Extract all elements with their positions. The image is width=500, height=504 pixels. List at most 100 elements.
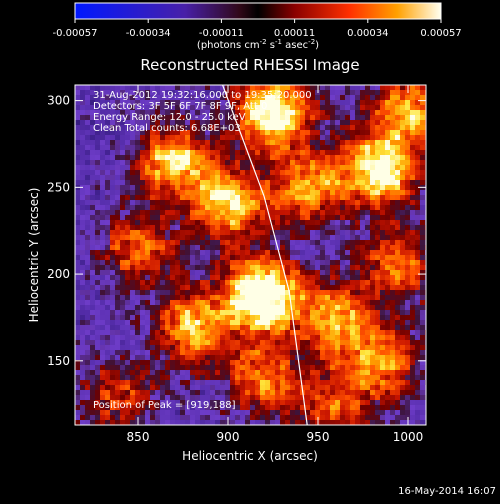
heatmap-cell [245,270,250,275]
heatmap-cell [105,95,110,100]
heatmap-cell [355,370,360,375]
heatmap-cell [80,345,85,350]
heatmap-cell [175,170,180,175]
heatmap-cell [310,165,315,170]
heatmap-cell [90,200,95,205]
heatmap-cell [325,90,330,95]
heatmap-cell [325,375,330,380]
heatmap-cell [205,260,210,265]
heatmap-cell [80,175,85,180]
heatmap-cell [335,200,340,205]
heatmap-cell [415,405,420,410]
heatmap-cell [95,295,100,300]
heatmap-cell [335,90,340,95]
heatmap-cell [400,365,405,370]
heatmap-cell [305,90,310,95]
heatmap-cell [325,185,330,190]
heatmap-cell [95,350,100,355]
heatmap-cell [135,180,140,185]
heatmap-cell [120,150,125,155]
heatmap-cell [405,240,410,245]
heatmap-cell [360,310,365,315]
heatmap-cell [320,155,325,160]
heatmap-cell [325,100,330,105]
heatmap-cell [370,300,375,305]
heatmap-cell [95,400,100,405]
heatmap-cell [175,95,180,100]
heatmap-cell [195,105,200,110]
heatmap-cell [220,105,225,110]
heatmap-cell [190,260,195,265]
heatmap-cell [260,100,265,105]
heatmap-cell [330,270,335,275]
heatmap-cell [120,395,125,400]
heatmap-cell [375,410,380,415]
heatmap-cell [160,155,165,160]
heatmap-cell [170,190,175,195]
heatmap-cell [220,115,225,120]
heatmap-cell [280,415,285,420]
heatmap-cell [145,405,150,410]
heatmap-cell [210,215,215,220]
heatmap-cell [405,320,410,325]
heatmap-cell [385,380,390,385]
heatmap-cell [375,235,380,240]
heatmap-cell [190,280,195,285]
heatmap-cell [310,395,315,400]
heatmap-cell [145,380,150,385]
heatmap-cell [225,380,230,385]
colorbar-tick-label: 0.00034 [347,28,388,39]
heatmap-cell [340,115,345,120]
heatmap-cell [75,410,80,415]
heatmap-cell [120,295,125,300]
heatmap-cell [335,405,340,410]
heatmap-cell [75,105,80,110]
heatmap-cell [375,160,380,165]
heatmap-cell [265,115,270,120]
heatmap-cell [230,220,235,225]
heatmap-cell [265,395,270,400]
heatmap-cell [345,250,350,255]
heatmap-cell [320,370,325,375]
heatmap-cell [250,140,255,145]
heatmap-cell [175,155,180,160]
heatmap-cell [135,320,140,325]
heatmap-cell [415,345,420,350]
heatmap-cell [390,315,395,320]
heatmap-cell [195,265,200,270]
heatmap-cell [155,420,160,425]
heatmap-cell [80,110,85,115]
heatmap-cell [205,170,210,175]
heatmap-cell [290,160,295,165]
heatmap-cell [145,255,150,260]
heatmap-cell [270,220,275,225]
heatmap-cell [410,110,415,115]
heatmap-cell [370,105,375,110]
heatmap-cell [175,360,180,365]
heatmap-cell [75,420,80,425]
heatmap-cell [205,225,210,230]
heatmap-cell [410,370,415,375]
heatmap-cell [305,115,310,120]
heatmap-cell [390,290,395,295]
heatmap-cell [160,360,165,365]
heatmap-cell [315,150,320,155]
heatmap-cell [90,365,95,370]
heatmap-cell [110,115,115,120]
heatmap-cell [390,90,395,95]
heatmap-cell [405,340,410,345]
heatmap-cell [195,350,200,355]
heatmap-cell [170,290,175,295]
heatmap-cell [200,180,205,185]
heatmap-cell [355,110,360,115]
heatmap-cell [350,395,355,400]
heatmap-cell [385,385,390,390]
heatmap-cell [140,130,145,135]
heatmap-cell [140,145,145,150]
heatmap-cell [170,210,175,215]
heatmap-cell [275,375,280,380]
heatmap-cell [400,165,405,170]
heatmap-cell [140,290,145,295]
heatmap-cell [195,285,200,290]
heatmap-cell [395,330,400,335]
